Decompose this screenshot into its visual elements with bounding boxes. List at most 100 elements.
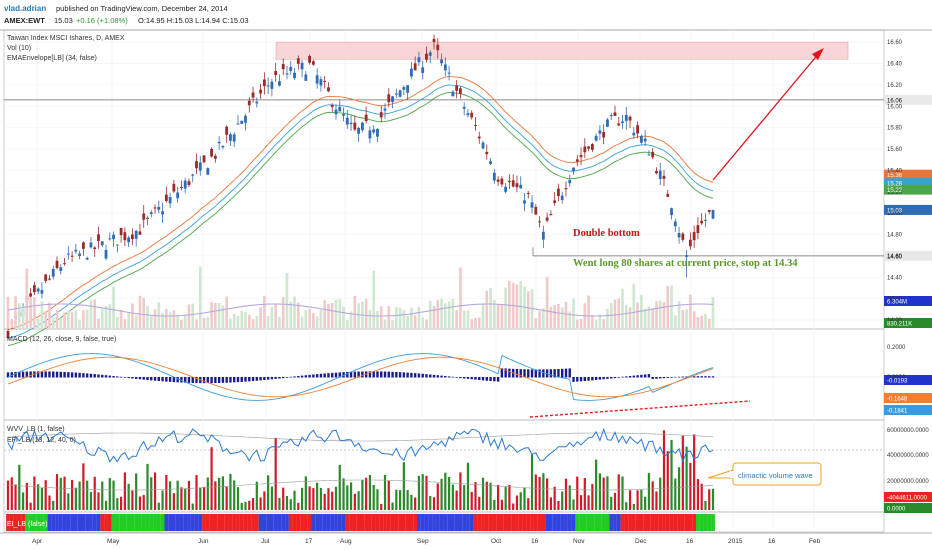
- impulse-cell: [620, 514, 625, 531]
- efi-bar: [169, 481, 172, 510]
- volume-bar: [602, 319, 605, 328]
- candle-body: [232, 134, 236, 142]
- volume-bar: [93, 299, 97, 328]
- impulse-cell: [270, 514, 274, 531]
- efi-bar: [14, 484, 17, 510]
- axis-tag-bg: [884, 250, 932, 261]
- efi-bar: [67, 493, 70, 510]
- macd-hist-bar: [270, 377, 274, 380]
- efi-bar: [342, 478, 345, 510]
- efi-bar: [546, 478, 549, 510]
- volume-bar: [134, 315, 138, 328]
- efi-bar: [82, 463, 85, 510]
- efi-bar: [138, 496, 142, 510]
- impulse-cell: [66, 514, 71, 531]
- efi-bar: [708, 489, 711, 510]
- impulse-cell: [175, 514, 180, 531]
- impulse-cell: [631, 514, 636, 531]
- candle-body: [621, 121, 624, 124]
- impulse-cell: [171, 514, 176, 531]
- trade-note-label[interactable]: Went long 80 shares at current price, st…: [573, 258, 798, 269]
- x-tick-label: 16: [531, 538, 539, 545]
- macd-hist-bar: [677, 376, 681, 378]
- volume-bar: [455, 310, 458, 328]
- candle-body: [259, 89, 262, 94]
- efi-bar: [248, 500, 251, 510]
- impulse-cell: [533, 514, 538, 531]
- candle-body: [112, 234, 115, 240]
- efi-bar: [602, 477, 605, 510]
- volume-bar: [221, 305, 225, 328]
- macd-hist-bar: [451, 376, 455, 378]
- efi-bar: [263, 491, 266, 510]
- impulse-cell: [292, 514, 297, 531]
- candle-body: [349, 122, 353, 125]
- impulse-cell: [220, 514, 225, 531]
- efi-bar: [485, 481, 488, 510]
- impulse-cell: [254, 514, 259, 531]
- volume-bar: [711, 297, 715, 328]
- efi-bar: [74, 487, 77, 510]
- efi-bar: [187, 480, 191, 510]
- candle-body: [368, 130, 372, 139]
- axis-tag-bg: [884, 318, 932, 328]
- impulse-cell: [424, 514, 429, 531]
- efi-bar: [613, 492, 617, 510]
- impulse-cell: [507, 514, 512, 531]
- candle-body: [462, 106, 466, 109]
- macd-hist-bar: [662, 377, 666, 379]
- impulse-cell: [303, 514, 308, 531]
- efi-bar: [681, 435, 684, 510]
- macd-hist-bar: [63, 371, 66, 378]
- macd-hist-bar: [233, 377, 236, 383]
- volume-bar: [296, 302, 300, 328]
- macd-hist-bar: [459, 377, 462, 379]
- impulse-cell: [616, 514, 621, 531]
- macd-hist-bar: [474, 377, 477, 380]
- impulse-cell: [688, 514, 693, 531]
- volume-bar: [591, 314, 594, 328]
- env-upper-tag: 15.36: [887, 173, 903, 179]
- macd-hist-bar: [523, 369, 526, 378]
- efi-bar: [278, 497, 281, 510]
- volume-bar: [406, 316, 409, 328]
- macd-hist-bar: [576, 377, 579, 382]
- candle-body: [624, 114, 628, 121]
- volume-bar: [587, 295, 590, 328]
- efi-bar: [380, 503, 383, 510]
- volume-bar: [677, 300, 681, 328]
- volume-bar: [673, 315, 677, 328]
- candle-body: [48, 278, 51, 280]
- candle-body: [639, 135, 643, 143]
- volume-bar: [391, 319, 394, 328]
- macd-hist-bar: [579, 377, 583, 382]
- efi-bar: [395, 489, 398, 510]
- macd-hist-bar: [259, 377, 262, 381]
- author-name[interactable]: vlad.adrian: [4, 4, 46, 13]
- volume-bar: [440, 298, 443, 328]
- candle-body: [696, 225, 700, 234]
- double-bottom-label[interactable]: Double bottom: [573, 228, 640, 239]
- volume-bar: [25, 268, 29, 328]
- impulse-cell: [40, 514, 44, 531]
- volume-bar: [485, 290, 489, 328]
- price-tick-label: 16.20: [887, 83, 903, 89]
- last-price-tag: 15.03: [887, 208, 903, 214]
- impulse-cell: [515, 514, 519, 531]
- candle-body: [492, 172, 496, 181]
- impulse-cell: [288, 514, 293, 531]
- candle-body: [523, 200, 526, 204]
- candle-body: [6, 330, 10, 339]
- macd-hist-bar: [278, 377, 281, 379]
- candle-body: [360, 122, 364, 131]
- impulse-cell: [541, 514, 546, 531]
- candle-body: [131, 234, 134, 240]
- volume-bar: [707, 318, 711, 328]
- efi-bar: [146, 463, 149, 510]
- impulse-cell: [673, 514, 678, 531]
- macd-hist-bar: [327, 373, 330, 378]
- volume-note-label: climactic volume wave: [738, 471, 813, 480]
- efi-bar: [37, 484, 40, 510]
- volume-bar: [519, 281, 523, 328]
